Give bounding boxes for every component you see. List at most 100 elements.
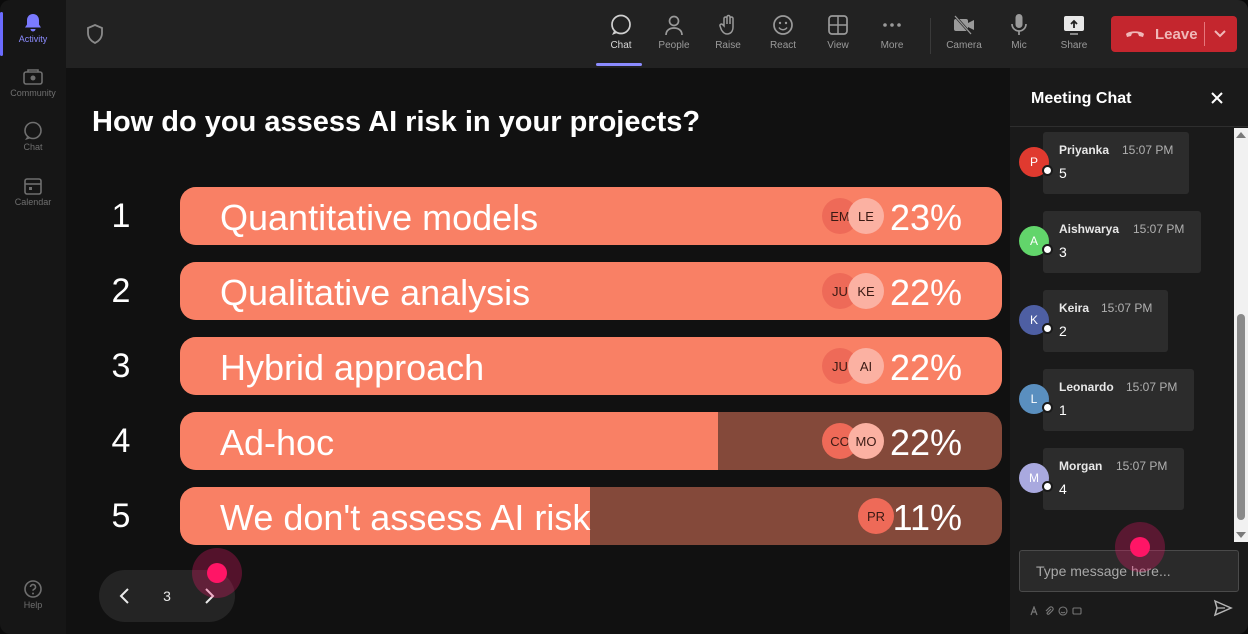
message-bubble: Priyanka 15:07 PM 5 [1043,132,1189,194]
mic-button[interactable]: Mic [994,10,1044,62]
option-number: 2 [111,272,131,310]
message-bubble: Keira 15:07 PM 2 [1043,290,1168,352]
community-icon [22,66,44,88]
chevron-left-icon[interactable] [117,586,133,611]
status-dot [1042,165,1053,176]
poll-option: 2 Qualitative analysis JU KE 22% [66,262,1010,320]
voter-avatar: MO [848,423,884,459]
rail-item-chat[interactable]: Chat [0,120,66,152]
page-number: 3 [163,588,171,604]
chat-message: Priyanka 15:07 PM 5 P [1010,130,1234,194]
sender-name: Keira [1059,301,1090,315]
format-text-icon[interactable] [1030,603,1040,621]
option-percent: 22% [889,272,962,313]
option-bar: Hybrid approach JU AI 22% [180,337,1002,395]
message-time: 15:07 PM [1133,222,1185,236]
message-bubble: Leonardo 15:07 PM 1 [1043,369,1194,431]
rail-item-community[interactable]: Community [0,66,66,98]
message-text: 4 [1059,481,1067,497]
divider [1010,126,1248,127]
chat-icon [22,120,44,142]
help-icon [22,578,44,600]
chat-button[interactable]: Chat [596,10,646,66]
rail-label: Community [10,88,56,98]
poll-option: 1 Quantitative models EM LE 23% [66,187,1010,245]
camera-button[interactable]: Camera [939,10,989,62]
scroll-down-icon[interactable] [1236,532,1246,538]
react-button[interactable]: React [758,10,808,62]
chat-message: Leonardo 15:07 PM 1 L [1010,367,1234,431]
hand-icon [715,10,741,40]
option-fill [180,487,591,545]
message-time: 15:07 PM [1126,380,1178,394]
send-icon[interactable] [1213,599,1233,622]
chat-icon [608,10,634,40]
share-button[interactable]: Share [1049,10,1099,62]
close-icon[interactable] [1209,90,1225,111]
toolbar-label: More [880,40,904,51]
option-percent: 11% [892,497,962,538]
status-dot [1042,244,1053,255]
message-time: 15:07 PM [1116,459,1168,473]
toolbar-label: Chat [610,40,632,51]
message-text: 5 [1059,165,1067,181]
bell-icon [22,12,44,34]
click-indicator [192,548,242,598]
option-label: We don't assess AI risk [220,497,591,538]
rail-item-calendar[interactable]: Calendar [0,175,66,207]
chat-message-list: Priyanka 15:07 PM 5 P Aishwarya 15:07 PM… [1010,128,1234,608]
toolbar-divider [930,18,931,54]
chevron-down-icon[interactable] [1211,24,1229,46]
option-label: Quantitative models [220,197,539,238]
gif-icon[interactable] [1072,603,1082,621]
rail-item-help[interactable]: Help [0,578,66,610]
option-bar: Quantitative models EM LE 23% [180,187,1002,245]
status-dot [1042,402,1053,413]
attach-icon[interactable] [1044,603,1054,621]
status-dot [1042,481,1053,492]
rail-label: Activity [18,34,48,44]
option-label: Ad-hoc [220,422,335,463]
option-percent: 22% [889,422,962,463]
poll-option: 5 We don't assess AI risk PR 11% [66,487,1010,545]
raise-hand-button[interactable]: Raise [703,10,753,62]
option-label: Qualitative analysis [220,272,531,313]
smiley-icon [770,10,796,40]
grid-icon [825,10,851,40]
chevron-right-icon[interactable] [201,586,217,611]
more-icon [879,10,905,40]
view-button[interactable]: View [813,10,863,62]
scrollbar-thumb[interactable] [1237,314,1245,520]
phone-hangup-icon [1125,26,1145,43]
meeting-chat-panel: Meeting Chat Priyanka 15:07 PM 5 P Aishw… [1010,68,1248,634]
people-icon [661,10,687,40]
message-text: 1 [1059,402,1067,418]
shield-icon[interactable] [86,24,104,49]
chat-message-input[interactable] [1019,550,1239,592]
voter-avatar: LE [848,198,884,234]
click-indicator [1115,522,1165,572]
leave-label: Leave [1155,25,1198,43]
chat-message: Aishwarya 15:07 PM 3 A [1010,209,1234,273]
camera-off-icon [951,10,977,40]
message-time: 15:07 PM [1122,143,1174,157]
leave-button[interactable]: Leave [1111,16,1237,52]
sender-name: Priyanka [1059,143,1110,157]
poll-option: 4 Ad-hoc CO MO 22% [66,412,1010,470]
more-button[interactable]: More [867,10,917,62]
rail-label: Help [23,600,43,610]
poll-question: How do you assess AI risk in your projec… [92,106,701,138]
rail-label: Chat [23,142,43,152]
rail-item-activity[interactable]: Activity [0,12,66,56]
message-bubble: Morgan 15:07 PM 4 [1043,448,1184,510]
voter-avatar: KE [848,273,884,309]
people-button[interactable]: People [649,10,699,62]
status-dot [1042,323,1053,334]
leave-divider [1204,22,1205,46]
emoji-icon[interactable] [1058,603,1068,621]
scroll-up-icon[interactable] [1236,132,1246,138]
chat-message: Morgan 15:07 PM 4 M [1010,446,1234,510]
toolbar-label: React [769,40,797,51]
calendar-icon [22,175,44,197]
chat-scrollbar[interactable] [1234,128,1248,542]
